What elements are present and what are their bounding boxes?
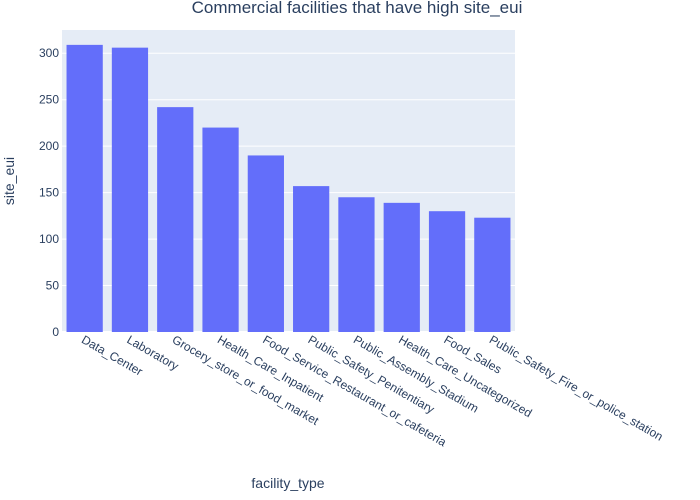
y-tick-label: 200: [39, 139, 59, 153]
bar-health-care-uncategorized[interactable]: [383, 202, 420, 332]
y-tick-label: 300: [39, 46, 59, 60]
y-tick-label: 150: [39, 186, 59, 200]
x-axis-title: facility_type: [251, 475, 324, 491]
bar-food-service-restaurant-or-cafeteria[interactable]: [247, 155, 284, 332]
x-tick-label: Public_Safety_Fire_or_police_station: [487, 332, 666, 443]
bar-public-safety-fire-or-police-station[interactable]: [474, 217, 511, 332]
y-tick-label: 0: [52, 325, 59, 339]
x-axis-ticks: Data_CenterLaboratoryGrocery_store_or_fo…: [79, 332, 665, 449]
chart-title: Commercial facilities that have high sit…: [192, 0, 523, 17]
y-tick-label: 250: [39, 93, 59, 107]
bar-food-sales[interactable]: [428, 211, 466, 332]
bars: [66, 44, 511, 333]
bar-health-care-inpatient[interactable]: [202, 127, 239, 332]
y-axis-ticks: 0 50 100 150 200 250 300: [39, 46, 59, 339]
bar-laboratory[interactable]: [111, 47, 149, 332]
y-tick-label: 100: [39, 232, 59, 246]
y-axis-title: site_eui: [1, 157, 17, 205]
bar-public-safety-penitentiary[interactable]: [293, 186, 330, 332]
bar-grocery-store-or-food-market[interactable]: [157, 107, 194, 332]
bar-public-assembly-stadium[interactable]: [338, 197, 375, 332]
bar-data-center[interactable]: [66, 44, 103, 333]
y-tick-label: 50: [46, 279, 60, 293]
